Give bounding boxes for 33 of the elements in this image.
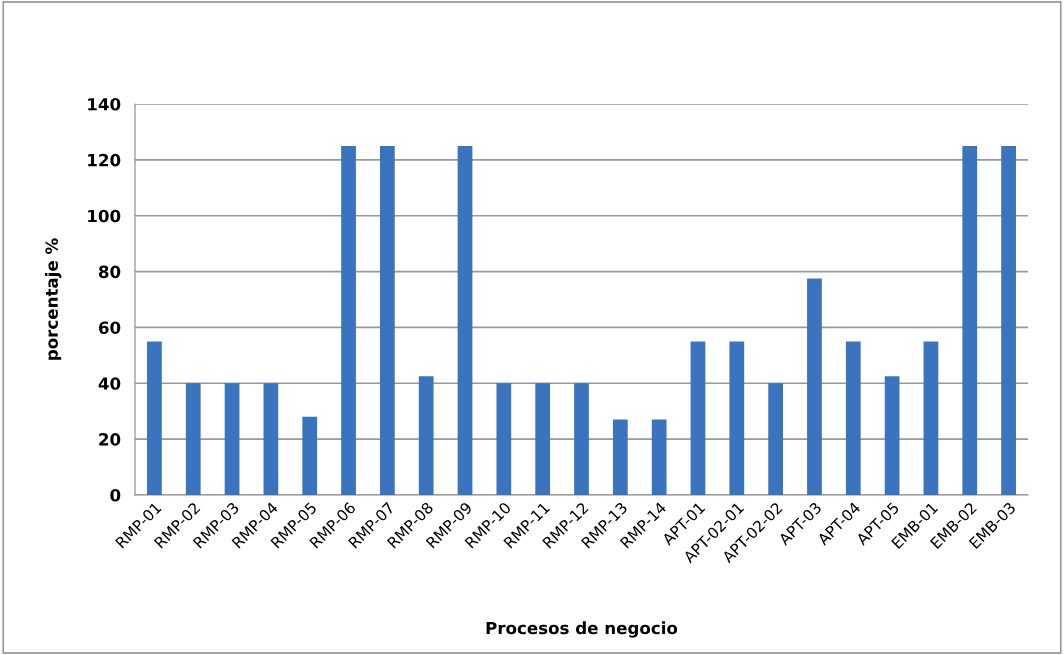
bar — [845, 341, 861, 495]
bar — [923, 341, 939, 495]
y-tick-label: 80 — [98, 265, 121, 279]
y-tick-label: 120 — [88, 153, 121, 167]
y-axis-title: porcentaje % — [45, 238, 62, 360]
x-axis-title: Procesos de negocio — [486, 621, 678, 638]
bar — [690, 341, 706, 495]
bar — [379, 145, 395, 495]
bar — [962, 145, 978, 495]
bar — [651, 419, 667, 495]
y-tick-label: 60 — [98, 321, 121, 334]
y-tick-label: 140 — [88, 97, 121, 111]
bar — [612, 419, 628, 495]
bar — [807, 278, 822, 495]
y-tick-label: 40 — [98, 377, 121, 390]
y-tick-label: 20 — [99, 433, 121, 446]
bar — [302, 416, 318, 495]
bar — [535, 383, 551, 495]
bar — [768, 383, 784, 495]
bar — [729, 341, 745, 495]
bar — [457, 145, 473, 495]
bar — [147, 341, 162, 495]
bar — [884, 376, 900, 495]
bar — [1001, 145, 1016, 495]
bar — [574, 383, 589, 495]
y-tick-label: 0 — [110, 488, 121, 502]
bar — [418, 376, 434, 495]
y-tick-label: 100 — [88, 209, 121, 223]
bar — [224, 383, 240, 495]
bar — [263, 383, 279, 495]
bar — [496, 383, 512, 495]
bar — [185, 383, 201, 495]
bar — [341, 145, 356, 495]
